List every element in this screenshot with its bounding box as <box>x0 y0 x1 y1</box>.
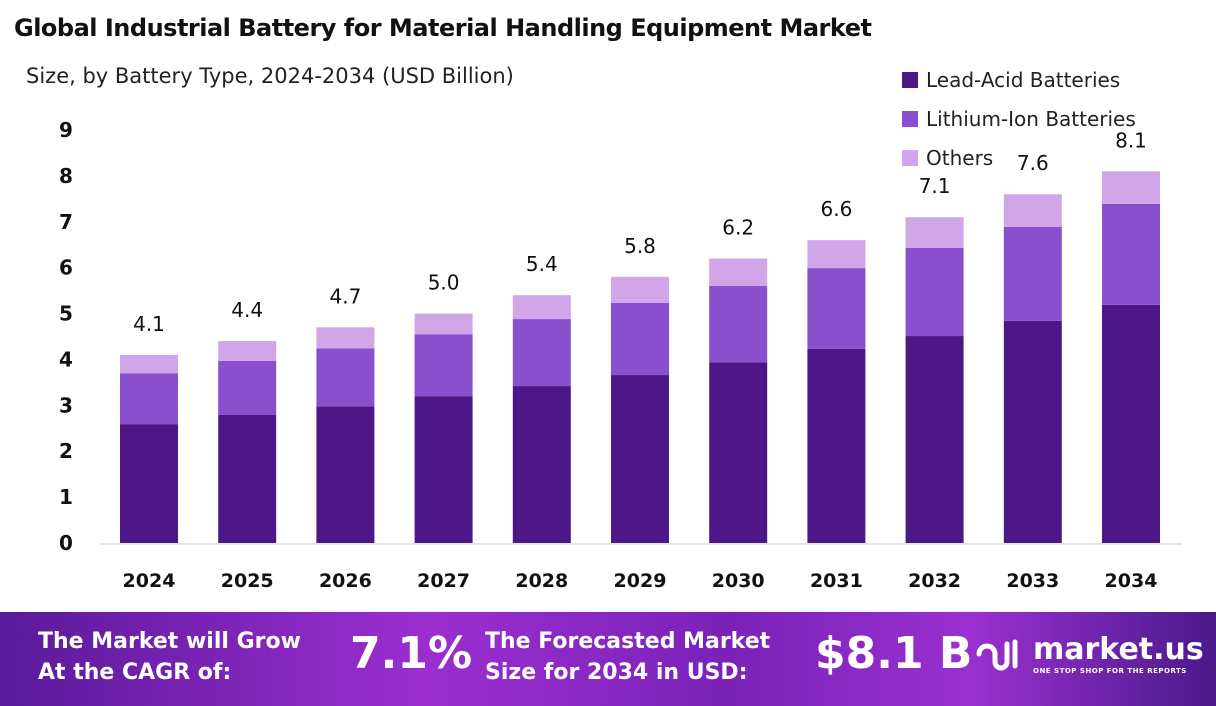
legend-label: Lead-Acid Batteries <box>926 67 1121 92</box>
total-data-label: 6.2 <box>722 215 754 239</box>
bar-segment-lithium-ion-batteries <box>316 348 375 407</box>
cagr-label: The Market will Grow At the CAGR of: <box>38 626 301 688</box>
bar-segment-lithium-ion-batteries <box>218 360 277 415</box>
x-tick-label: 2033 <box>1006 570 1059 592</box>
logo-icon <box>976 639 1018 670</box>
legend-item-lithium-ion: Lithium-Ion Batteries <box>902 99 1136 138</box>
bar-segment-others <box>905 217 964 248</box>
bar-segment-lead-acid-batteries <box>218 414 277 543</box>
legend-label: Lithium-Ion Batteries <box>926 106 1136 131</box>
bar-segment-lithium-ion-batteries <box>807 268 866 349</box>
legend-label: Others <box>926 145 994 170</box>
total-data-label: 5.8 <box>624 234 656 258</box>
y-tick-label: 9 <box>59 118 73 142</box>
bar-segment-lead-acid-batteries <box>1102 304 1160 543</box>
chart-subtitle: Size, by Battery Type, 2024-2034 (USD Bi… <box>26 64 514 88</box>
bar-segment-others <box>120 354 178 374</box>
y-tick-label: 4 <box>59 347 73 371</box>
total-data-label: 5.0 <box>428 271 460 295</box>
bar-segment-lead-acid-batteries <box>905 336 964 543</box>
total-data-label: 7.6 <box>1017 151 1049 175</box>
y-tick-label: 7 <box>59 210 73 234</box>
footer-banner: The Market will Grow At the CAGR of: 7.1… <box>0 612 1216 706</box>
x-tick-label: 2027 <box>417 570 470 592</box>
bar-segment-lithium-ion-batteries <box>512 319 571 387</box>
bar-segment-lead-acid-batteries <box>512 386 571 543</box>
market-us-logo: market.us ONE STOP SHOP FOR THE REPORTS <box>975 632 1204 675</box>
legend-swatch <box>902 71 918 88</box>
legend-swatch <box>902 110 918 127</box>
y-tick-label: 5 <box>59 302 73 326</box>
bar-segment-lead-acid-batteries <box>120 424 178 543</box>
forecast-label: The Forecasted Market Size for 2034 in U… <box>485 626 770 688</box>
chart-plot: 0 1 2 3 4 5 6 7 8 9 4.1 2024 4.4 2025 4.7 2026 5.0 2027 5… <box>59 118 1182 592</box>
x-tick-label: 2030 <box>712 570 765 592</box>
total-data-label: 5.4 <box>526 252 558 276</box>
bar-segment-others <box>218 341 277 361</box>
bar-segment-others <box>709 258 768 287</box>
x-tick-label: 2031 <box>810 570 863 592</box>
total-data-label: 7.1 <box>919 174 951 198</box>
bar-segment-others <box>1003 194 1062 227</box>
forecast-label-line: Size for 2034 in USD: <box>485 660 748 685</box>
bar-segment-lead-acid-batteries <box>611 375 669 543</box>
x-tick-label: 2032 <box>908 570 961 592</box>
bar-segment-others <box>807 240 866 269</box>
total-data-label: 6.6 <box>820 197 852 221</box>
y-tick-label: 8 <box>59 164 73 188</box>
bar-segment-lead-acid-batteries <box>709 362 768 543</box>
bar-segment-lead-acid-batteries <box>414 396 473 543</box>
legend-swatch <box>902 149 918 166</box>
x-tick-label: 2026 <box>319 570 372 592</box>
forecast-value: $8.1 B <box>815 628 973 679</box>
chart-title: Global Industrial Battery for Material H… <box>14 14 872 42</box>
cagr-value: 7.1% <box>350 628 473 679</box>
bar-segment-others <box>611 276 669 304</box>
x-tick-label: 2028 <box>515 570 568 592</box>
y-tick-label: 1 <box>59 485 73 509</box>
bar-segment-lithium-ion-batteries <box>414 334 473 397</box>
bar-segment-lithium-ion-batteries <box>1102 203 1160 305</box>
forecast-label-line: The Forecasted Market <box>485 629 771 654</box>
bar-segment-lithium-ion-batteries <box>120 373 178 425</box>
total-data-label: 8.1 <box>1115 128 1147 152</box>
bar-segment-others <box>414 313 473 335</box>
legend-item-others: Others <box>902 138 1136 177</box>
cagr-label-line: The Market will Grow <box>38 629 301 654</box>
legend: Lead-Acid Batteries Lithium-Ion Batterie… <box>902 60 1136 177</box>
cagr-label-line: At the CAGR of: <box>38 660 232 685</box>
logo-tagline: ONE STOP SHOP FOR THE REPORTS <box>1033 667 1187 675</box>
bar-segment-lead-acid-batteries <box>807 348 866 543</box>
logo-name: market.us <box>1033 632 1204 667</box>
x-tick-label: 2029 <box>614 570 667 592</box>
bar-segment-others <box>316 327 375 349</box>
bar-segment-lithium-ion-batteries <box>611 303 669 376</box>
bar-segment-lead-acid-batteries <box>1003 320 1062 543</box>
total-data-label: 4.7 <box>329 284 361 308</box>
x-tick-label: 2034 <box>1105 570 1158 592</box>
y-tick-label: 6 <box>59 256 73 280</box>
y-tick-label: 2 <box>59 439 73 463</box>
y-tick-label: 0 <box>59 531 73 555</box>
bar-segment-lead-acid-batteries <box>316 406 375 543</box>
total-data-label: 4.4 <box>231 298 263 322</box>
x-tick-label: 2025 <box>221 570 274 592</box>
legend-item-lead-acid: Lead-Acid Batteries <box>902 60 1136 99</box>
bar-segment-lithium-ion-batteries <box>905 247 964 337</box>
bar-segment-lithium-ion-batteries <box>1003 226 1062 321</box>
bar-segment-others <box>512 295 571 320</box>
x-tick-label: 2024 <box>123 570 176 592</box>
total-data-label: 4.1 <box>133 312 165 336</box>
y-tick-label: 3 <box>59 393 73 417</box>
bar-segment-others <box>1102 171 1160 204</box>
bar-segment-lithium-ion-batteries <box>709 286 768 363</box>
